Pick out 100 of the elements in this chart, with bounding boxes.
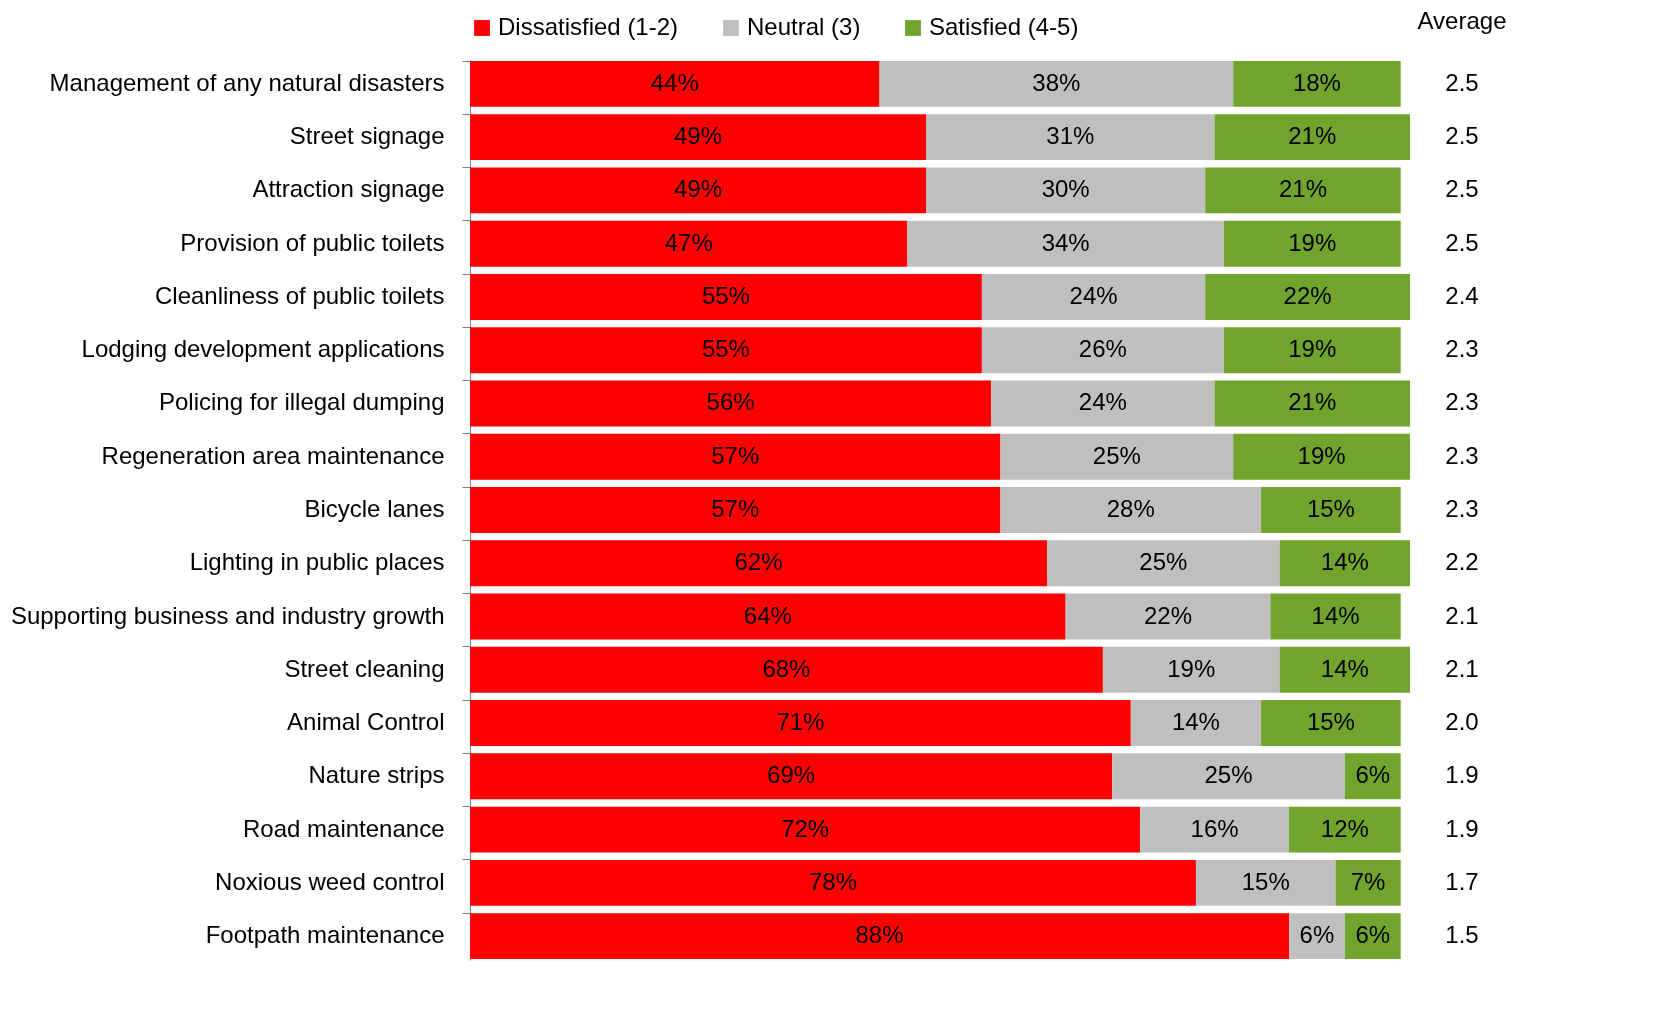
y-tick-label: Regeneration area maintenance [101,441,445,469]
bar [1279,540,1410,587]
data-label: 55% [701,335,750,363]
data-label: 14% [1320,548,1369,576]
data-label: 62% [734,548,783,576]
data-label: 25% [1204,761,1253,789]
data-label: 18% [1292,68,1341,96]
bar [1065,593,1271,640]
text: 2.1 [1445,601,1479,629]
bar [470,487,1001,533]
data-label: 49% [674,122,723,150]
bar [470,380,992,427]
data-label: 26% [1078,335,1127,363]
data-label: 64% [743,601,792,629]
y-tick-label: Nature strips [308,761,445,789]
data-label: 57% [711,441,760,469]
data-label: 6% [1355,921,1391,949]
text: 2.3 [1445,495,1479,522]
bar [1233,433,1410,480]
text: 2.3 [1445,335,1479,363]
bar [1000,487,1262,533]
bar [1233,61,1401,107]
text: 2.2 [1445,548,1479,576]
y-tick-label: Street cleaning [284,654,445,682]
text: 1.9 [1445,814,1479,842]
text: 2.5 [1445,175,1479,203]
text: 2.5 [1445,228,1479,256]
text: 2.4 [1445,281,1479,309]
data-label: 15% [1306,708,1355,736]
y-tick-label: Management of any natural disasters [49,68,445,96]
bar [1000,433,1234,480]
data-label: 22% [1283,281,1332,309]
bar [470,700,1131,746]
data-label: 14% [1311,601,1360,629]
bar [470,220,908,267]
data-label: 68% [762,654,811,682]
text: Average [1417,7,1507,34]
bar [926,167,1206,214]
data-label: 7% [1350,867,1386,895]
bar [470,753,1113,800]
bar [1195,859,1336,906]
data-label: 6% [1299,921,1335,949]
bar [1205,167,1401,214]
data-label: 25% [1092,441,1141,469]
bar [1102,646,1280,693]
data-label: 19% [1297,441,1346,469]
text: 2.3 [1445,441,1479,469]
data-label: 6% [1355,761,1391,789]
bar [1261,487,1401,533]
y-tick-label: Supporting business and industry growth [10,601,445,629]
data-label: 72% [781,814,830,842]
bar [470,593,1066,640]
data-label: 56% [706,388,755,416]
data-label: 69% [767,761,816,789]
data-label: 21% [1278,175,1327,203]
bar [1047,540,1280,587]
y-tick-label: Noxious weed control [215,867,445,895]
text: 2.5 [1445,68,1479,96]
data-label: 15% [1306,495,1355,522]
bar [1214,380,1410,427]
bar [1289,806,1401,853]
text: 2.1 [1445,654,1479,682]
data-label: 78% [808,867,857,895]
bar [470,167,927,214]
data-label: 30% [1041,175,1090,203]
data-label: 19% [1288,335,1337,363]
bar [470,61,880,107]
text: 1.9 [1445,761,1479,789]
text: 2.0 [1445,708,1479,736]
data-label: 24% [1069,281,1118,309]
bar [1214,114,1410,161]
data-label: 14% [1171,708,1220,736]
bar [991,380,1215,427]
text: 1.5 [1445,921,1479,949]
bar [470,114,927,161]
data-label: 38% [1032,68,1081,96]
bar [1223,220,1401,267]
text: 2.5 [1445,122,1479,150]
y-tick-label: Provision of public toilets [180,228,445,256]
bar [470,540,1048,587]
data-label: 19% [1288,228,1337,256]
data-label: 49% [674,175,723,203]
bar [1279,646,1410,693]
bar [470,646,1103,693]
bar [1112,753,1345,800]
data-label: 22% [1144,601,1193,629]
bar [470,274,982,320]
text: 2.3 [1445,388,1479,416]
legend-label: Dissatisfied (1-2) [498,13,679,40]
y-tick-label: Bicycle lanes [304,495,445,522]
data-label: 19% [1167,654,1216,682]
legend-label: Neutral (3) [747,13,861,40]
y-tick-label: Lodging development applications [81,335,445,363]
y-tick-label: Animal Control [287,708,445,736]
bar [1223,327,1401,374]
y-tick-label: Attraction signage [252,175,445,203]
y-tick-label: Cleanliness of public toilets [155,281,445,309]
data-label: 57% [711,495,760,522]
y-tick-label: Footpath maintenance [205,921,445,949]
bar [1130,700,1262,746]
